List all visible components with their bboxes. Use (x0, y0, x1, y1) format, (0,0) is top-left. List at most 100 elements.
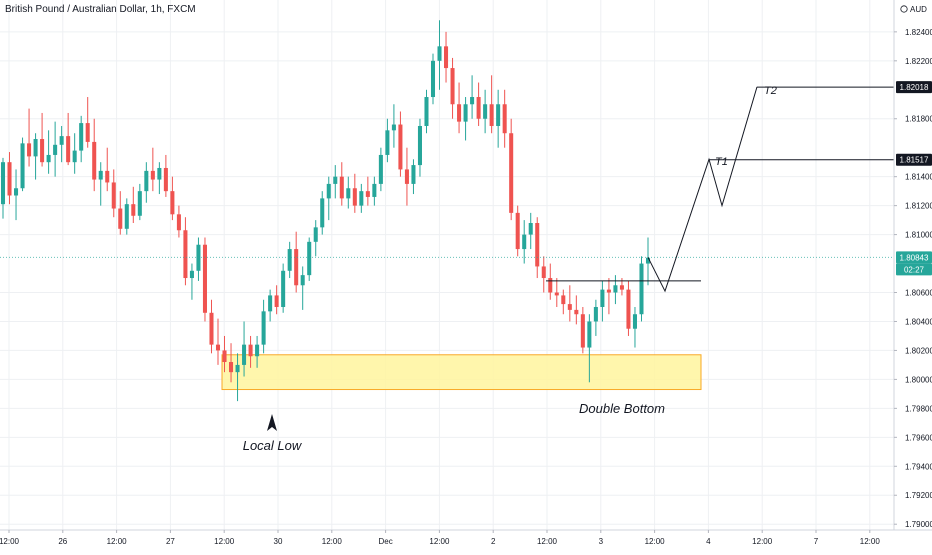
price-axis[interactable]: 1.82400 1.82200 1.81800 1.81400 1.81200 1.810… (894, 28, 932, 529)
candle (66, 112, 71, 166)
candle (632, 306, 637, 348)
candle-body (105, 170, 110, 183)
currency-label-text: AUD (910, 5, 927, 14)
candle (541, 256, 546, 293)
candle-body (639, 263, 644, 315)
candle-body (307, 241, 312, 276)
candle (391, 104, 396, 148)
t1-label: T1 (715, 156, 728, 168)
candle (378, 147, 383, 192)
candle-body (92, 141, 97, 180)
price-label-bg (896, 81, 932, 94)
candle (176, 205, 181, 238)
candle-body (235, 364, 240, 373)
candles (0, 20, 651, 402)
candle-body (183, 230, 188, 279)
drawings (0, 86, 894, 431)
candle-body (287, 249, 292, 271)
price-label-bg (896, 263, 932, 276)
candle (242, 321, 247, 377)
x-tick-label: 7 (814, 537, 819, 546)
candle (20, 137, 25, 192)
candle-body (339, 176, 344, 199)
candle-body (229, 362, 234, 373)
price-label-countdown: 02:27 (896, 263, 932, 276)
candle-body (202, 244, 207, 313)
candle (163, 154, 168, 197)
y-tick-label: 1.81400 (905, 173, 932, 182)
candle (59, 125, 64, 163)
candle-body (613, 285, 618, 293)
candle-body (561, 295, 566, 305)
candle (509, 118, 514, 221)
candle-body (248, 344, 253, 357)
price-label-bg (896, 153, 932, 166)
candle-body (98, 170, 103, 180)
candle-body (346, 188, 351, 199)
candle (248, 335, 253, 368)
candle-body (372, 183, 377, 197)
candle (606, 278, 611, 315)
candle (105, 147, 110, 192)
candle (476, 82, 481, 126)
candle-body (404, 169, 409, 184)
candle (333, 165, 338, 199)
x-tick-label: 12:00 (429, 537, 450, 546)
candle (515, 205, 520, 257)
candle-body (554, 292, 559, 296)
candle (313, 220, 318, 257)
candle (554, 278, 559, 307)
candle-body (157, 167, 162, 180)
candle-body (502, 104, 507, 134)
candle (548, 263, 553, 300)
candle (268, 289, 273, 322)
candle-body (580, 314, 585, 348)
candle (14, 169, 19, 221)
candle (320, 191, 325, 235)
projection-path[interactable] (647, 86, 758, 293)
candle (567, 285, 572, 322)
candle-body (548, 278, 553, 293)
price-labels: 1.82018 1.81517 1.80843 02:27 (896, 81, 932, 276)
candle-body (85, 123, 90, 142)
x-tick-label: Dec (378, 537, 392, 546)
y-tick-label: 1.82400 (905, 28, 932, 37)
candle-body (470, 97, 475, 105)
price-label-text: 1.81517 (900, 156, 929, 165)
x-tick-label: 26 (58, 537, 67, 546)
candle (437, 20, 442, 90)
candle (150, 147, 155, 192)
candle (202, 237, 207, 322)
candle-body (528, 223, 533, 235)
y-tick-label: 1.80000 (905, 375, 932, 384)
candle-body (483, 104, 488, 119)
candle (281, 263, 286, 313)
candle (359, 183, 364, 213)
candle (183, 217, 188, 286)
candle (398, 111, 403, 177)
candle-body (144, 170, 149, 192)
candle-body (411, 165, 416, 184)
candle-body (600, 289, 605, 307)
candle-body (333, 176, 338, 184)
candle-body (7, 162, 12, 196)
candle-body (53, 144, 58, 155)
candle (46, 130, 51, 174)
candle-body (215, 344, 221, 351)
candle-body (59, 136, 64, 145)
candle (483, 89, 488, 134)
candle-body (457, 104, 462, 122)
price-label-dark: 1.81517 (896, 153, 932, 166)
candle (307, 237, 312, 281)
support-zone[interactable] (221, 354, 702, 391)
candle-body (170, 191, 175, 215)
time-axis[interactable]: 12:00 26 12:00 27 12:00 30 12:00 Dec 12:00 2 12:00… (0, 530, 880, 546)
x-tick-label: 12:00 (645, 537, 666, 546)
candle (639, 256, 644, 322)
candle-body (463, 104, 468, 122)
candle (645, 237, 651, 286)
candle-body (72, 150, 77, 163)
candle-body (46, 154, 51, 163)
